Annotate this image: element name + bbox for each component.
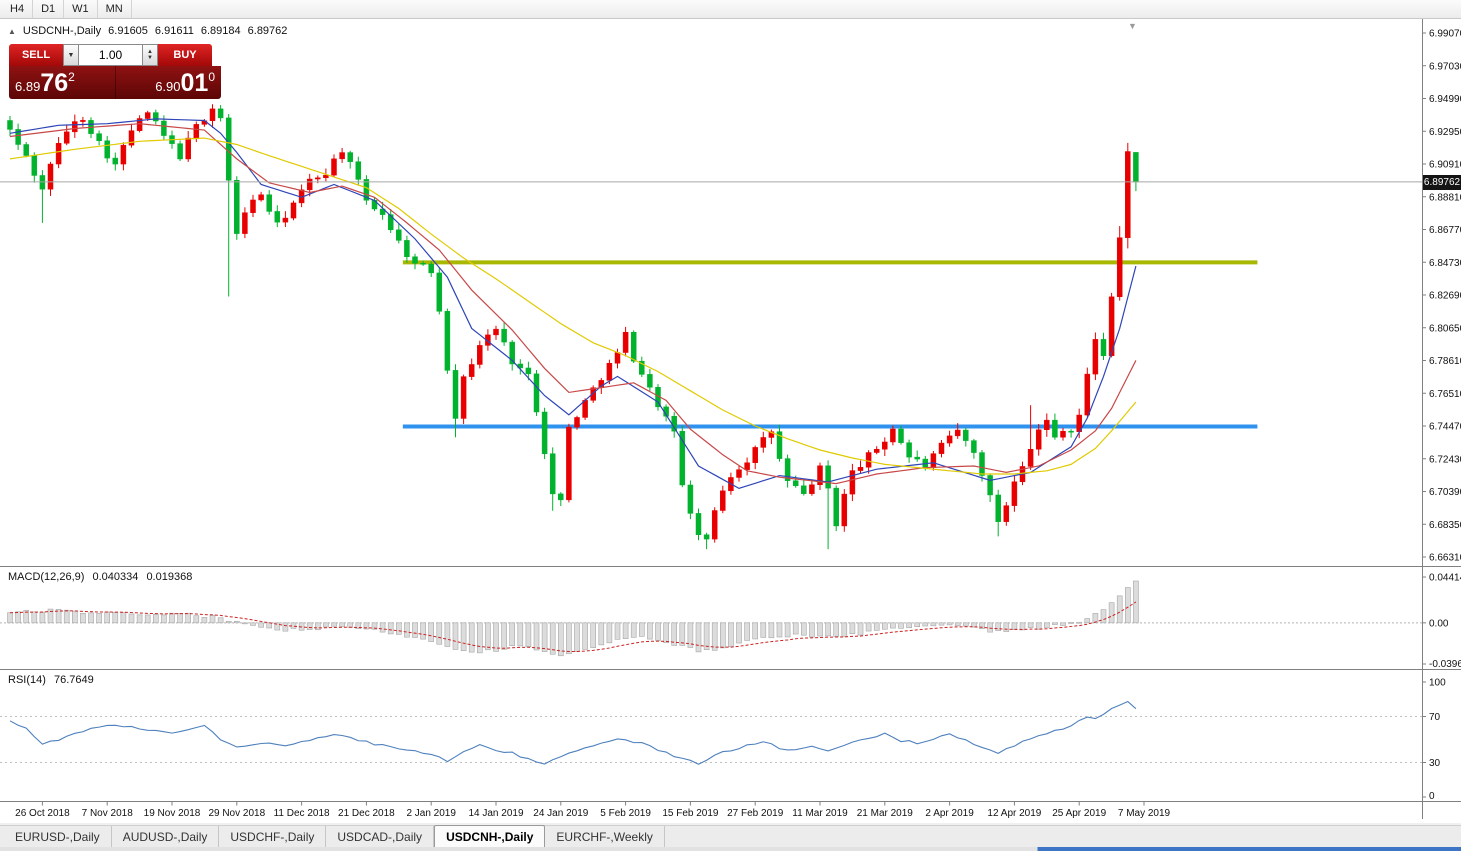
price-tick-label: 6.66310: [1429, 553, 1461, 564]
chart-tab-audusd-daily[interactable]: AUDUSD-,Daily: [112, 826, 220, 847]
timeframe-button-d1[interactable]: D1: [33, 0, 65, 18]
macd-layer: [0, 580, 1422, 657]
price-tick-label: 6.99070: [1429, 29, 1461, 40]
price-tick-label: 6.78610: [1429, 356, 1461, 367]
date-tick-label: 15 Feb 2019: [662, 808, 719, 819]
chart-tab-usdchf-daily[interactable]: USDCHF-,Daily: [219, 826, 327, 847]
price-tick-label: 6.68350: [1429, 520, 1461, 531]
date-tick-label: 29 Nov 2018: [208, 808, 265, 819]
price-tick-label: 6.70390: [1429, 487, 1461, 498]
rsi-axis-label: 0: [1429, 791, 1435, 802]
date-tick-label: 2 Apr 2019: [925, 808, 974, 819]
axes-layer: 6.99070 6.97030 6.94990 6.92950 6.90910 6.888…: [0, 19, 1461, 819]
sell-price-big: 76: [40, 69, 69, 97]
one-click-trading-panel: SELL ▼ ▲ ▼ BUY 6.89 76 2 6.90: [9, 44, 221, 99]
rsi-axis-label: 30: [1429, 758, 1441, 769]
buy-price-sup: 0: [208, 70, 215, 84]
stepper-down-icon[interactable]: ▼: [147, 55, 153, 61]
price-tick-label: 6.90910: [1429, 160, 1461, 171]
window-bottom-edge: [0, 847, 1461, 851]
volume-dropdown-button[interactable]: ▼: [63, 44, 79, 66]
chart-title: ▲ USDCNH-,Daily 6.91605 6.91611 6.89184 …: [8, 25, 287, 37]
rsi-axis-label: 70: [1429, 712, 1441, 723]
volume-stepper[interactable]: ▲ ▼: [143, 44, 158, 66]
timeframe-button-h4[interactable]: H4: [2, 0, 34, 18]
timeframe-toolbar: H4 D1 W1 MN: [0, 0, 1461, 19]
date-tick-label: 7 Nov 2018: [82, 808, 134, 819]
chart-tab-usdcad-daily[interactable]: USDCAD-,Daily: [326, 826, 435, 847]
chart-area[interactable]: 6.99070 6.97030 6.94990 6.92950 6.90910 6.888…: [0, 19, 1461, 823]
date-tick-label: 21 Mar 2019: [857, 808, 914, 819]
macd-axis-label: -0.039642: [1429, 659, 1461, 670]
price-axis[interactable]: [1422, 19, 1461, 802]
date-tick-label: 27 Feb 2019: [727, 808, 784, 819]
volume-input[interactable]: [79, 44, 143, 66]
stepper-up-icon[interactable]: ▲: [147, 49, 153, 55]
price-tick-label: 6.97030: [1429, 61, 1461, 72]
rsi-value: 76.7649: [53, 674, 94, 686]
chevron-down-icon: ▼: [67, 51, 75, 59]
candles-layer: [7, 104, 1139, 550]
chart-canvas[interactable]: 6.99070 6.97030 6.94990 6.92950 6.90910 6.888…: [0, 19, 1461, 823]
buy-price-main: 6.90: [155, 79, 181, 94]
moving-averages-layer: [9, 118, 1137, 490]
sell-button[interactable]: SELL: [9, 44, 63, 66]
current-price-tag: 6.89762: [1423, 174, 1461, 190]
date-tick-label: 11 Mar 2019: [792, 808, 848, 819]
sell-price-main: 6.89: [15, 79, 41, 94]
price-tick-label: 6.84730: [1429, 258, 1461, 269]
sell-price-sup: 2: [68, 70, 75, 84]
price-tick-label: 6.86770: [1429, 225, 1461, 236]
macd-axis-label: 0.00: [1429, 618, 1449, 629]
sell-price-display[interactable]: 6.89 76 2: [9, 66, 116, 99]
price-tick-label: 6.82690: [1429, 291, 1461, 302]
ohlc-low: 6.89184: [200, 25, 241, 37]
ohlc-high: 6.91611: [154, 25, 194, 37]
buy-button[interactable]: BUY: [158, 44, 212, 66]
price-tick-label: 6.88810: [1429, 192, 1461, 203]
rsi-axis-label: 100: [1429, 678, 1446, 689]
date-tick-label: 7 May 2019: [1118, 808, 1171, 819]
date-tick-label: 25 Apr 2019: [1052, 808, 1106, 819]
macd-axis-label: 0.044143: [1429, 573, 1461, 584]
macd-main-value: 0.040334: [92, 571, 139, 583]
macd-signal-value: 0.019368: [146, 571, 193, 583]
chart-shift-marker[interactable]: ▼: [1128, 21, 1137, 31]
rsi-indicator-label: RSI(14) 76.7649: [8, 674, 94, 686]
date-tick-label: 21 Dec 2018: [338, 808, 395, 819]
price-tick-label: 6.94990: [1429, 94, 1461, 105]
date-tick-label: 11 Dec 2018: [274, 808, 330, 819]
date-tick-label: 2 Jan 2019: [406, 808, 456, 819]
chart-tab-usdcnh-daily[interactable]: USDCNH-,Daily: [434, 825, 546, 847]
time-axis[interactable]: [0, 802, 1422, 824]
macd-indicator-label: MACD(12,26,9) 0.040334 0.019368: [8, 571, 192, 583]
macd-name: MACD(12,26,9): [8, 571, 85, 583]
buy-price-big: 01: [180, 69, 209, 97]
ohlc-open: 6.91605: [108, 25, 148, 37]
timeframe-button-mn[interactable]: MN: [98, 0, 132, 18]
rsi-layer: [0, 700, 1422, 765]
timeframe-button-w1[interactable]: W1: [64, 0, 98, 18]
date-tick-label: 19 Nov 2018: [144, 808, 201, 819]
price-tick-label: 6.72430: [1429, 454, 1461, 465]
ohlc-close: 6.89762: [247, 25, 288, 37]
chart-tab-eurusd-daily[interactable]: EURUSD-,Daily: [4, 826, 112, 847]
buy-price-display[interactable]: 6.90 01 0: [116, 66, 222, 99]
price-tick-label: 6.92950: [1429, 127, 1461, 138]
chart-symbol-period: USDCNH-,Daily: [22, 25, 102, 37]
chart-tab-eurchf-weekly[interactable]: EURCHF-,Weekly: [545, 826, 665, 847]
date-tick-label: 5 Feb 2019: [600, 808, 651, 819]
chart-tabs-bar: EURUSD-,Daily AUDUSD-,Daily USDCHF-,Daily U…: [0, 825, 1461, 847]
one-click-toggle-icon[interactable]: ▲: [8, 27, 16, 36]
price-tick-label: 6.80650: [1429, 323, 1461, 334]
price-tick-label: 6.74470: [1429, 422, 1461, 433]
date-tick-label: 14 Jan 2019: [468, 808, 523, 819]
date-tick-label: 24 Jan 2019: [533, 808, 588, 819]
date-tick-label: 12 Apr 2019: [987, 808, 1041, 819]
rsi-name: RSI(14): [8, 674, 46, 686]
price-tick-label: 6.76510: [1429, 389, 1461, 400]
date-tick-label: 26 Oct 2018: [15, 808, 70, 819]
